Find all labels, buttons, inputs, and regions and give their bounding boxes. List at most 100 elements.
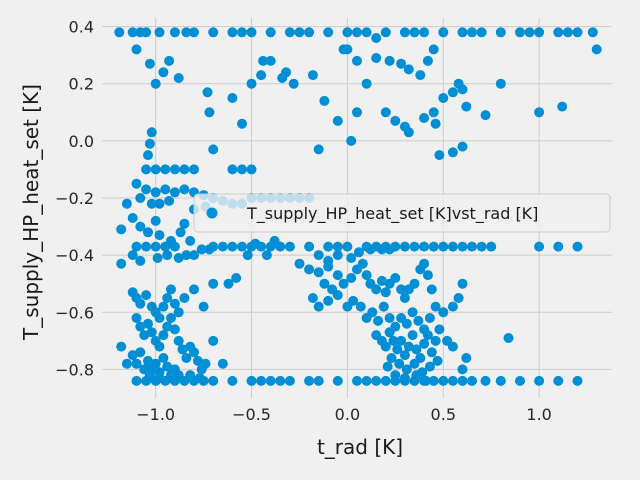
data-point bbox=[572, 375, 583, 386]
data-point bbox=[413, 315, 424, 326]
data-point bbox=[135, 298, 146, 309]
data-point bbox=[116, 258, 127, 269]
data-point bbox=[116, 341, 127, 352]
data-point bbox=[384, 55, 395, 66]
y-tick-label: −0.8 bbox=[55, 360, 94, 379]
data-point bbox=[401, 364, 412, 375]
data-point bbox=[323, 241, 334, 252]
x-tick-label: 0.0 bbox=[335, 405, 360, 424]
data-point bbox=[371, 375, 382, 386]
data-point bbox=[269, 235, 280, 246]
data-point bbox=[407, 307, 418, 318]
data-point bbox=[480, 375, 491, 386]
data-point bbox=[143, 355, 153, 366]
data-point bbox=[419, 375, 430, 386]
data-point bbox=[256, 70, 267, 81]
legend-marker bbox=[206, 207, 218, 219]
data-point bbox=[131, 313, 142, 323]
data-point bbox=[135, 321, 146, 332]
x-tick-label: 1.0 bbox=[526, 405, 551, 424]
data-point bbox=[390, 273, 401, 283]
y-tick-label: 0.4 bbox=[69, 18, 94, 37]
data-point bbox=[346, 135, 357, 146]
data-point bbox=[121, 198, 132, 209]
data-point bbox=[515, 27, 525, 38]
data-point bbox=[371, 53, 382, 63]
data-point bbox=[294, 27, 305, 38]
data-point bbox=[162, 361, 173, 372]
data-point bbox=[135, 255, 146, 266]
data-point bbox=[495, 27, 506, 38]
data-point bbox=[467, 27, 477, 38]
data-point bbox=[396, 284, 407, 295]
data-point bbox=[419, 241, 430, 252]
data-point bbox=[495, 78, 506, 89]
data-point bbox=[162, 293, 173, 303]
data-point bbox=[304, 27, 315, 38]
data-point bbox=[200, 358, 211, 369]
data-point bbox=[342, 241, 353, 252]
data-point bbox=[534, 241, 545, 252]
data-point bbox=[534, 27, 545, 38]
data-point bbox=[131, 241, 142, 252]
data-point bbox=[495, 375, 506, 386]
data-point bbox=[399, 293, 410, 303]
data-point bbox=[150, 215, 161, 226]
data-point bbox=[143, 150, 153, 161]
data-point bbox=[227, 27, 238, 38]
data-point bbox=[384, 244, 395, 255]
data-point bbox=[237, 241, 247, 252]
data-point bbox=[116, 224, 127, 235]
data-point bbox=[150, 241, 161, 252]
data-point bbox=[143, 227, 153, 238]
data-point bbox=[256, 375, 267, 386]
data-point bbox=[237, 27, 247, 38]
data-point bbox=[227, 93, 238, 103]
data-point bbox=[131, 358, 142, 369]
data-point bbox=[396, 58, 407, 69]
data-point bbox=[284, 375, 295, 386]
data-point bbox=[380, 341, 391, 352]
data-point bbox=[158, 330, 169, 341]
data-point bbox=[304, 264, 315, 275]
data-point bbox=[208, 278, 219, 289]
data-point bbox=[169, 241, 180, 252]
data-point bbox=[307, 293, 318, 303]
data-point bbox=[160, 164, 171, 175]
data-point bbox=[323, 295, 334, 306]
data-point bbox=[346, 273, 357, 283]
data-point bbox=[447, 375, 458, 386]
data-point bbox=[342, 27, 353, 38]
data-point bbox=[166, 313, 176, 323]
data-point bbox=[154, 313, 165, 323]
data-point bbox=[409, 278, 420, 289]
x-tick-label: 0.5 bbox=[431, 405, 456, 424]
data-point bbox=[371, 284, 382, 295]
data-point bbox=[154, 198, 165, 209]
data-point bbox=[591, 44, 602, 55]
data-point bbox=[453, 293, 464, 303]
data-point bbox=[457, 141, 468, 152]
y-tick-label: −0.4 bbox=[55, 246, 94, 265]
data-point bbox=[457, 27, 468, 38]
data-point bbox=[223, 278, 234, 289]
data-point bbox=[173, 370, 184, 381]
data-point bbox=[179, 293, 190, 303]
data-point bbox=[114, 27, 125, 38]
data-point bbox=[166, 373, 176, 383]
data-point bbox=[428, 44, 439, 55]
data-point bbox=[447, 147, 458, 158]
data-point bbox=[179, 218, 190, 229]
data-point bbox=[150, 187, 161, 198]
data-point bbox=[150, 358, 161, 369]
data-point bbox=[139, 330, 150, 341]
data-point bbox=[572, 27, 583, 38]
data-point bbox=[150, 78, 161, 89]
data-point bbox=[428, 107, 439, 118]
data-point bbox=[144, 58, 155, 69]
data-point bbox=[447, 87, 458, 98]
data-point bbox=[557, 101, 568, 112]
data-point bbox=[332, 241, 343, 252]
data-point bbox=[371, 33, 382, 43]
